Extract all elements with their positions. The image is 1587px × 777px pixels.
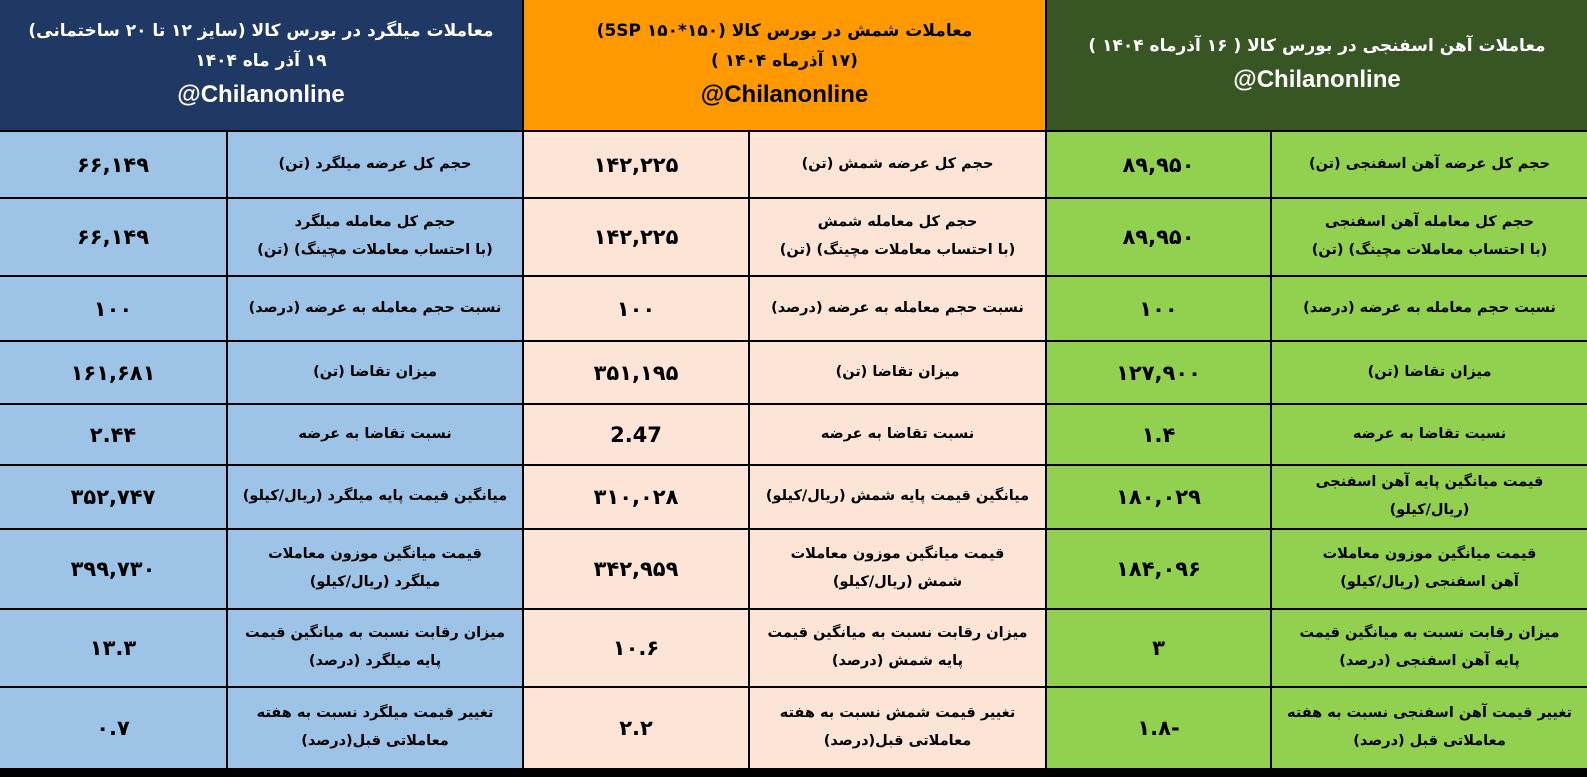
row-label: قیمت میانگین پایه آهن اسفنجی (ریال/کیلو) (1272, 464, 1587, 528)
panel-date: (۱۷ آذرماه ۱۴۰۴ ) (711, 51, 858, 71)
row-value: 2.47 (524, 403, 750, 464)
row-label: میزان تقاضا (تن) (228, 340, 522, 403)
row-value: ۱۳.۳ (0, 608, 228, 686)
row-value: ۱۰.۶ (524, 608, 750, 686)
row-label: تغییر قیمت آهن اسفنجی نسبت به هفته معامل… (1272, 686, 1587, 768)
row-label: حجم کل معامله شمش (با احتساب معاملات مچی… (750, 197, 1045, 275)
row-label: میزان تقاضا (تن) (1272, 340, 1587, 403)
row-value: ۳۹۹,۷۳۰ (0, 528, 228, 608)
row-label: حجم کل عرضه آهن اسفنجی (تن) (1272, 130, 1587, 197)
panel-billet: معاملات شمش در بورس کالا (۱۵۰*۱۵۰ 5SP) (۱… (524, 0, 1045, 770)
panel-dri: معاملات آهن اسفنجی در بورس کالا ( ۱۶ آذر… (1047, 0, 1587, 770)
row-value: ۱۰۰ (0, 275, 228, 340)
row-label: حجم کل عرضه شمش (تن) (750, 130, 1045, 197)
row-label: تغییر قیمت شمش نسبت به هفته معاملاتی قبل… (750, 686, 1045, 768)
row-label: حجم کل عرضه میلگرد (تن) (228, 130, 522, 197)
row-value: ۳۴۲,۹۵۹ (524, 528, 750, 608)
row-value: ۱۶۱,۶۸۱ (0, 340, 228, 403)
channel-handle: @Chilanonline (1233, 66, 1401, 93)
row-label: میانگین قیمت پایه شمش (ریال/کیلو) (750, 464, 1045, 528)
row-label: قیمت میانگین موزون معاملات آهن اسفنجی (ر… (1272, 528, 1587, 608)
row-value: -۱.۸ (1047, 686, 1272, 768)
row-value: ۱۴۲,۲۲۵ (524, 197, 750, 275)
row-value: ۱۰۰ (524, 275, 750, 340)
row-value: ۳۱۰,۰۲۸ (524, 464, 750, 528)
row-label: نسبت حجم معامله به عرضه (درصد) (228, 275, 522, 340)
panel-rebar: معاملات میلگرد در بورس کالا (سایز ۱۲ تا … (0, 0, 522, 770)
row-value: ۲.۲ (524, 686, 750, 768)
row-label: نسبت تقاضا به عرضه (750, 403, 1045, 464)
row-label: حجم کل معامله آهن اسفنجی (با احتساب معام… (1272, 197, 1587, 275)
row-value: ۳۵۲,۷۴۷ (0, 464, 228, 528)
row-value: ۱۲۷,۹۰۰ (1047, 340, 1272, 403)
row-value: ۸۹,۹۵۰ (1047, 197, 1272, 275)
row-label: میزان رقابت نسبت به میانگین قیمت پایه شم… (750, 608, 1045, 686)
row-label: میانگین قیمت پایه میلگرد (ریال/کیلو) (228, 464, 522, 528)
row-label: قیمت میانگین موزون معاملات میلگرد (ریال/… (228, 528, 522, 608)
row-value: ۱۸۰,۰۲۹ (1047, 464, 1272, 528)
row-value: ۲.۴۴ (0, 403, 228, 464)
row-label: نسبت حجم معامله به عرضه (درصد) (1272, 275, 1587, 340)
channel-handle: @Chilanonline (177, 81, 345, 108)
row-label: میزان رقابت نسبت به میانگین قیمت پایه آه… (1272, 608, 1587, 686)
row-value: ۰.۷ (0, 686, 228, 768)
row-label: نسبت تقاضا به عرضه (1272, 403, 1587, 464)
row-label: تغییر قیمت میلگرد نسبت به هفته معاملاتی … (228, 686, 522, 768)
row-label: حجم کل معامله میلگرد (با احتساب معاملات … (228, 197, 522, 275)
panel-date: ۱۹ آذر ماه ۱۴۰۴ (195, 51, 327, 71)
row-value: ۱۴۲,۲۲۵ (524, 130, 750, 197)
row-value: ۱.۴ (1047, 403, 1272, 464)
row-label: نسبت حجم معامله به عرضه (درصد) (750, 275, 1045, 340)
panel-title: معاملات میلگرد در بورس کالا (سایز ۱۲ تا … (28, 21, 494, 41)
row-value: ۸۹,۹۵۰ (1047, 130, 1272, 197)
panel-header: معاملات آهن اسفنجی در بورس کالا ( ۱۶ آذر… (1047, 0, 1587, 130)
row-label: میزان رقابت نسبت به میانگین قیمت پایه می… (228, 608, 522, 686)
row-value: ۱۸۴,۰۹۶ (1047, 528, 1272, 608)
panel-title: معاملات شمش در بورس کالا (۱۵۰*۱۵۰ 5SP) (596, 21, 973, 41)
row-value: ۱۰۰ (1047, 275, 1272, 340)
row-label: میزان تقاضا (تن) (750, 340, 1045, 403)
panel-title: معاملات آهن اسفنجی در بورس کالا ( ۱۶ آذر… (1088, 36, 1546, 56)
row-label: قیمت میانگین موزون معاملات شمش (ریال/کیل… (750, 528, 1045, 608)
channel-handle: @Chilanonline (700, 81, 869, 108)
row-value: ۶۶,۱۴۹ (0, 197, 228, 275)
row-label: نسبت تقاضا به عرضه (228, 403, 522, 464)
row-value: ۳ (1047, 608, 1272, 686)
row-value: ۳۵۱,۱۹۵ (524, 340, 750, 403)
row-value: ۶۶,۱۴۹ (0, 130, 228, 197)
panel-header: معاملات شمش در بورس کالا (۱۵۰*۱۵۰ 5SP) (۱… (524, 0, 1045, 130)
panel-header: معاملات میلگرد در بورس کالا (سایز ۱۲ تا … (0, 0, 522, 130)
